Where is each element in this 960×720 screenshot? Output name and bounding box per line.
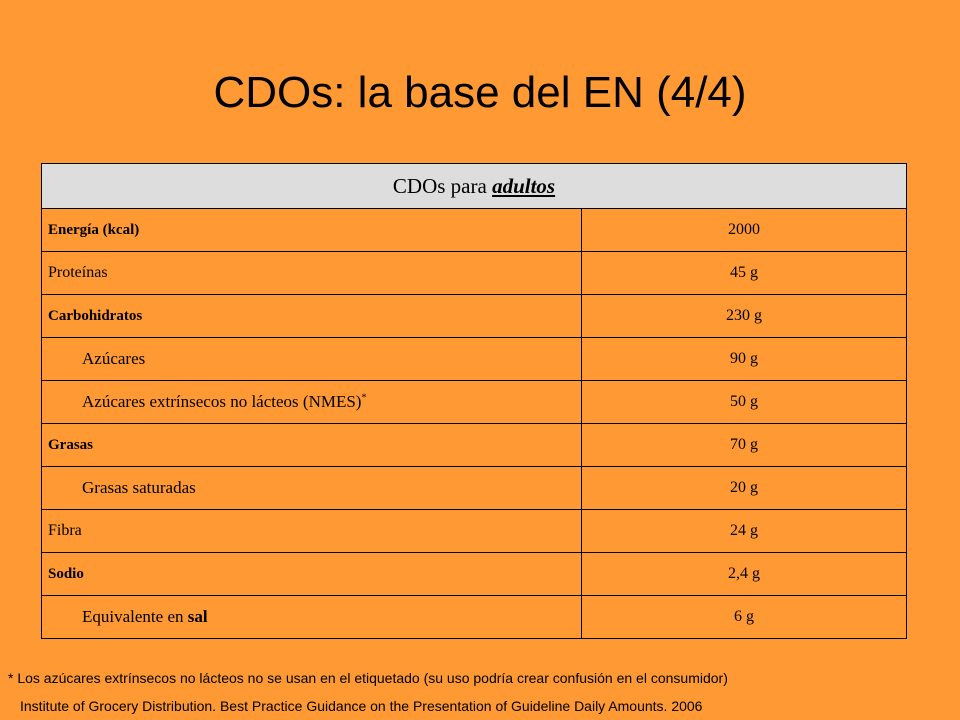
table-row: Equivalente en sal 6 g [41,595,907,639]
footnote-mark: * [361,392,367,404]
row-label-proteinas: Proteínas [41,251,582,295]
table-row: Grasas saturadas 20 g [41,466,907,510]
table-row: Proteínas 45 g [41,251,907,295]
sal-label-prefix: Equivalente en [82,607,184,626]
row-value-energia: 2000 [581,208,907,252]
row-label-fibra: Fibra [41,509,582,553]
row-label-azucares: Azúcares [41,337,582,381]
cdo-table: CDOs para adultos Energía (kcal) 2000 Pr… [41,163,907,639]
row-label-grasas-saturadas: Grasas saturadas [41,466,582,510]
footnote: * Los azúcares extrínsecos no lácteos no… [8,670,728,686]
sal-label-emphasis: sal [187,607,208,626]
table-row: Azúcares extrínsecos no lácteos (NMES)* … [41,380,907,424]
table-row: Grasas 70 g [41,423,907,467]
nmes-label-text: Azúcares extrínsecos no lácteos (NMES) [82,392,362,411]
header-emphasis: adultos [492,173,556,198]
row-label-grasas: Grasas [41,423,582,467]
table-row: Carbohidratos 230 g [41,294,907,338]
source-citation: Institute of Grocery Distribution. Best … [20,698,703,714]
table-row: Energía (kcal) 2000 [41,208,907,252]
row-value-grasas-saturadas: 20 g [581,466,907,510]
row-value-carbohidratos: 230 g [581,294,907,338]
table-row: Fibra 24 g [41,509,907,553]
table-header-row: CDOs para adultos [41,163,907,209]
slide-title: CDOs: la base del EN (4/4) [213,68,747,117]
row-value-sodio: 2,4 g [581,552,907,596]
row-label-sodio: Sodio [41,552,582,596]
row-value-grasas: 70 g [581,423,907,467]
table-row: Azúcares 90 g [41,337,907,381]
row-value-azucares: 90 g [581,337,907,381]
row-label-sal: Equivalente en sal [41,595,582,639]
row-value-fibra: 24 g [581,509,907,553]
header-prefix: CDOs para [392,173,487,198]
row-value-proteinas: 45 g [581,251,907,295]
row-value-sal: 6 g [581,595,907,639]
row-value-nmes: 50 g [581,380,907,424]
table-row: Sodio 2,4 g [41,552,907,596]
row-label-energia: Energía (kcal) [41,208,582,252]
row-label-nmes: Azúcares extrínsecos no lácteos (NMES)* [41,380,582,424]
table-header: CDOs para adultos [41,163,907,209]
row-label-carbohidratos: Carbohidratos [41,294,582,338]
